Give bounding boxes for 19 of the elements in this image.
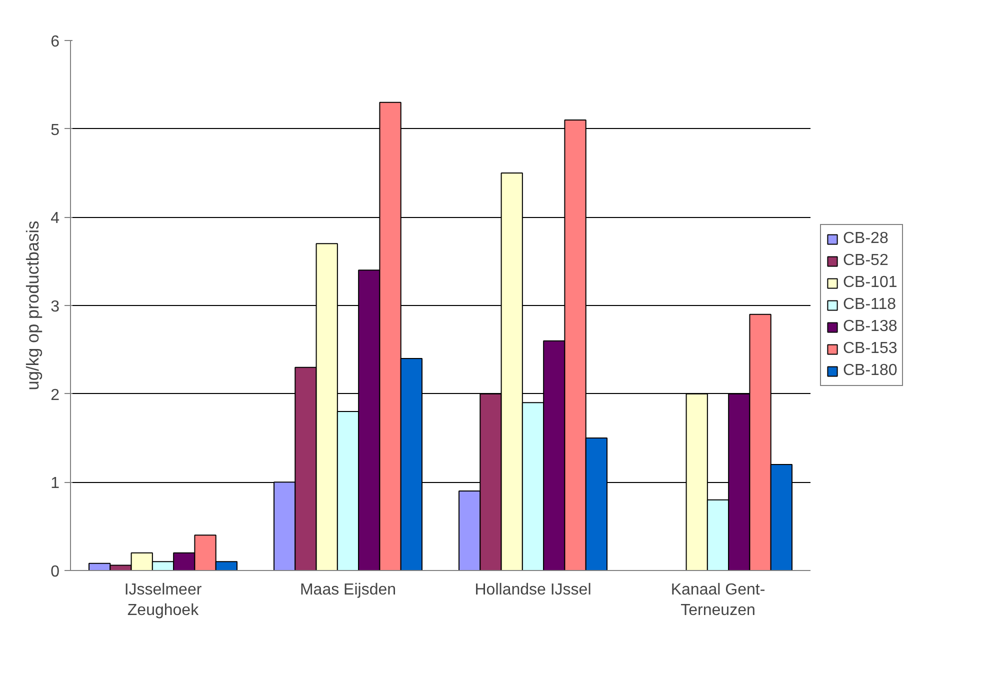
y-tick-label: 6 [50,34,60,50]
y-axis-title: ug/kg op productbasis [22,220,43,390]
x-tick-label: Hollandse IJssel [474,582,592,598]
legend-label: CB-153 [843,340,898,358]
y-tick-label: 3 [50,298,60,316]
legend-label: CB-28 [843,230,888,248]
x-tick-label: Maas Eijsden [300,582,396,598]
x-tick-label: Kanaal Gent- Terneuzen [670,582,766,619]
y-tick-label: 5 [50,122,60,139]
legend-label: CB-138 [843,318,898,336]
y-tick-label: 4 [50,210,60,228]
y-tick-label: 2 [50,386,60,404]
legend-label: CB-52 [843,252,888,270]
y-tick-label: 1 [50,475,60,492]
legend-label: CB-101 [843,274,898,292]
legend-label: CB-118 [843,296,896,314]
y-tick-label: 0 [50,564,60,580]
x-tick-label: IJsselmeer Zeughoek [124,582,202,619]
legend-label: CB-180 [843,362,898,380]
